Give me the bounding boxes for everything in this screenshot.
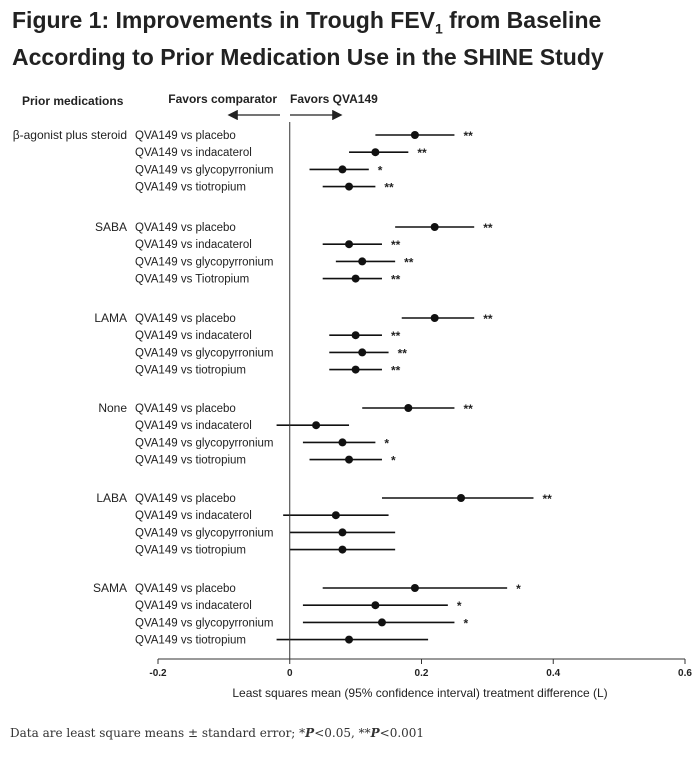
group-label: β-agonist plus steroid: [13, 128, 127, 142]
point-estimate: [377, 618, 386, 627]
significance-marker: **: [391, 238, 401, 252]
point-estimate: [351, 331, 360, 340]
comparison-label: QVA149 vs placebo: [135, 313, 236, 325]
significance-marker: **: [391, 364, 401, 378]
comparison-label: QVA149 vs tiotropium: [135, 545, 246, 557]
comparison-label: QVA149 vs indacaterol: [135, 600, 252, 612]
point-estimate: [345, 635, 354, 644]
group-label: LABA: [96, 491, 127, 505]
x-tick-label: 0.4: [546, 668, 560, 679]
point-estimate: [345, 182, 354, 191]
x-axis-label: Least squares mean (95% confidence inter…: [232, 686, 607, 700]
comparison-label: QVA149 vs tiotropium: [135, 365, 246, 377]
title-line2: According to Prior Medication Use in the…: [12, 43, 604, 70]
title-subscript: 1: [435, 20, 443, 37]
comparison-label: QVA149 vs indacaterol: [135, 420, 252, 432]
group-label: SAMA: [93, 581, 127, 595]
comparison-label: QVA149 vs indacaterol: [135, 330, 252, 342]
significance-marker: *: [516, 582, 521, 596]
point-estimate: [430, 314, 439, 322]
comparison-label: QVA149 vs placebo: [135, 403, 236, 415]
comparison-label: QVA149 vs glycopyrronium: [135, 347, 273, 359]
favors-right-label: Favors QVA149: [290, 92, 378, 106]
significance-marker: **: [391, 273, 401, 287]
comparison-label: QVA149 vs glycopyrronium: [135, 164, 273, 176]
favors-left-label: Favors comparator: [168, 92, 277, 106]
point-estimate: [338, 528, 347, 537]
comparison-label: QVA149 vs placebo: [135, 130, 236, 142]
group-label: SABA: [95, 220, 127, 234]
group-label: LAMA: [94, 311, 127, 325]
significance-marker: *: [463, 616, 468, 630]
figure-title: Figure 1: Improvements in Trough FEV1 fr…: [12, 6, 692, 71]
comparison-label: QVA149 vs glycopyrronium: [135, 256, 273, 268]
x-tick-label: 0.2: [415, 668, 429, 679]
significance-marker: **: [483, 312, 493, 326]
point-estimate: [371, 601, 380, 610]
title-line1: Figure 1: Improvements in Trough FEV1 fr…: [12, 7, 602, 37]
significance-marker: *: [378, 163, 383, 177]
comparison-label: QVA149 vs glycopyrronium: [135, 617, 273, 629]
significance-marker: **: [398, 346, 408, 360]
significance-marker: **: [404, 255, 414, 269]
point-estimate: [410, 131, 419, 139]
point-estimate: [358, 348, 367, 357]
significance-marker: **: [384, 181, 394, 195]
point-estimate: [358, 257, 367, 266]
point-estimate: [410, 584, 419, 592]
comparison-label: QVA149 vs placebo: [135, 493, 236, 505]
comparison-label: QVA149 vs indacaterol: [135, 239, 252, 251]
column-header: Prior medications: [22, 94, 124, 108]
comparison-label: QVA149 vs tiotropium: [135, 182, 246, 194]
point-estimate: [351, 365, 360, 374]
significance-marker: **: [417, 146, 427, 160]
significance-marker: *: [457, 599, 462, 613]
x-tick-label: 0.6: [678, 668, 692, 679]
point-estimate: [430, 223, 439, 231]
footnote: Data are least square means ± standard e…: [10, 726, 425, 740]
point-estimate: [312, 421, 321, 430]
significance-marker: **: [463, 402, 473, 416]
point-estimate: [345, 455, 354, 464]
group-label: None: [98, 401, 127, 415]
significance-marker: **: [542, 492, 552, 506]
point-estimate: [338, 165, 347, 174]
comparison-label: QVA149 vs indacaterol: [135, 510, 252, 522]
point-estimate: [338, 545, 347, 554]
comparison-label: QVA149 vs placebo: [135, 583, 236, 595]
significance-marker: **: [483, 221, 493, 235]
comparison-label: QVA149 vs Tiotropium: [135, 274, 249, 286]
point-estimate: [404, 404, 413, 412]
comparison-label: QVA149 vs tiotropium: [135, 455, 246, 467]
comparison-label: QVA149 vs glycopyrronium: [135, 527, 273, 539]
comparison-label: QVA149 vs tiotropium: [135, 635, 246, 647]
point-estimate: [338, 438, 347, 447]
comparison-label: QVA149 vs indacaterol: [135, 147, 252, 159]
x-tick-label: 0: [287, 668, 293, 679]
point-estimate: [457, 494, 466, 502]
significance-marker: *: [384, 436, 389, 450]
significance-marker: **: [391, 329, 401, 343]
x-tick-label: -0.2: [149, 668, 167, 679]
comparison-label: QVA149 vs glycopyrronium: [135, 437, 273, 449]
point-estimate: [331, 511, 340, 520]
point-estimate: [351, 274, 360, 283]
point-estimate: [371, 148, 380, 157]
significance-marker: **: [463, 129, 473, 143]
comparison-label: QVA149 vs placebo: [135, 222, 236, 234]
point-estimate: [345, 240, 354, 249]
significance-marker: *: [391, 454, 396, 468]
